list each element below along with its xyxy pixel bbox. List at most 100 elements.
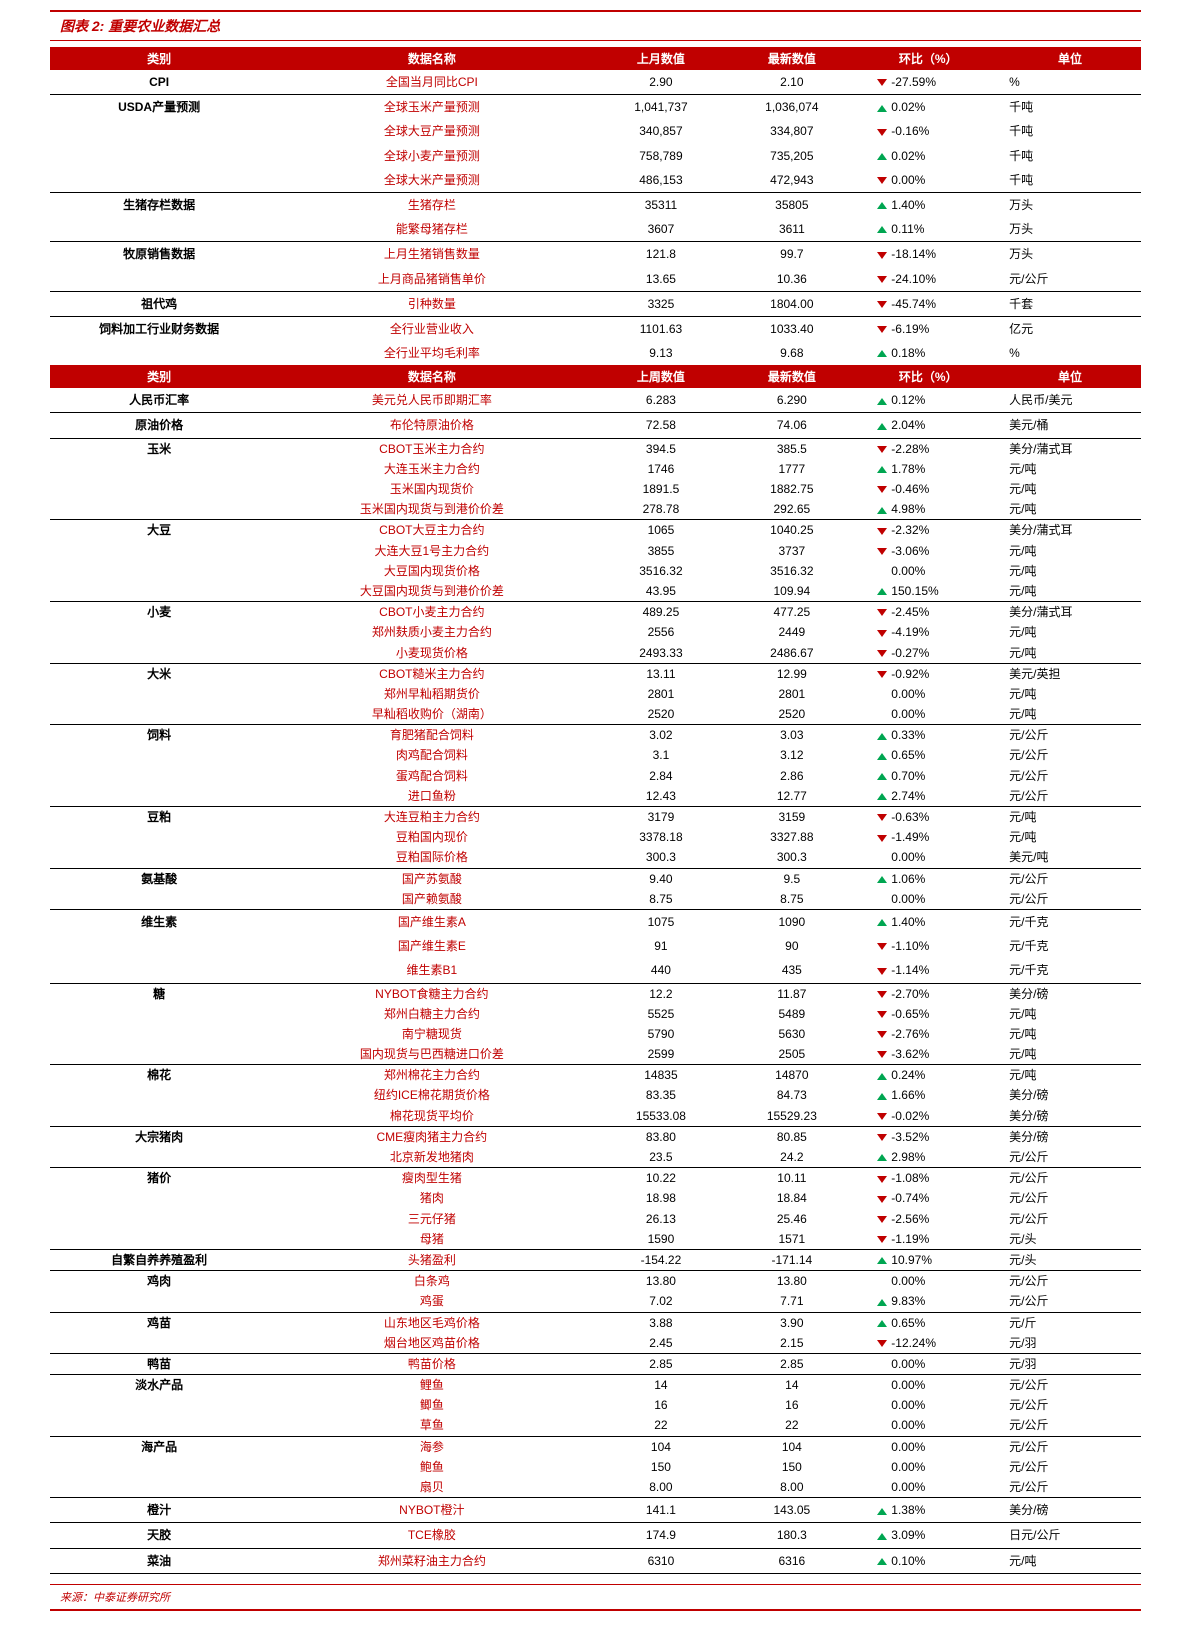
cell-latest: 2505: [726, 1044, 857, 1065]
cell-latest: 15529.23: [726, 1106, 857, 1127]
cell-category: [50, 622, 268, 642]
change-value: 0.70%: [891, 769, 925, 783]
cell-name: 海参: [268, 1436, 595, 1457]
change-value: 2.04%: [891, 418, 925, 432]
cell-prev: -154.22: [595, 1249, 726, 1270]
change-value: -27.59%: [891, 75, 936, 89]
table-row: 全球大米产量预测486,153472,9430.00%千吨: [50, 168, 1141, 193]
cell-change: 0.00%: [857, 1395, 999, 1415]
cell-name: 大连大豆1号主力合约: [268, 541, 595, 561]
cell-category: [50, 561, 268, 581]
change-value: 0.00%: [891, 1440, 925, 1454]
cell-category: 淡水产品: [50, 1375, 268, 1396]
cell-change: 0.00%: [857, 168, 999, 193]
change-value: 10.97%: [891, 1253, 932, 1267]
cell-latest: 90: [726, 934, 857, 958]
cell-latest: 80.85: [726, 1126, 857, 1147]
triangle-down-icon: [877, 446, 887, 453]
triangle-up-icon: [877, 202, 887, 209]
triangle-up-icon: [877, 423, 887, 430]
cell-latest: 3516.32: [726, 561, 857, 581]
cell-name: 母猪: [268, 1229, 595, 1250]
cell-change: -2.70%: [857, 983, 999, 1004]
cell-category: 橙汁: [50, 1498, 268, 1523]
cell-latest: 10.36: [726, 267, 857, 292]
cell-latest: 1090: [726, 909, 857, 934]
cell-latest: 2.10: [726, 70, 857, 95]
change-value: 3.09%: [891, 1528, 925, 1542]
cell-name: 国产维生素A: [268, 909, 595, 934]
triangle-up-icon: [877, 1533, 887, 1540]
cell-category: 饲料: [50, 725, 268, 746]
cell-name: CBOT玉米主力合约: [268, 438, 595, 459]
cell-unit: 元/吨: [999, 807, 1141, 828]
table-row: 上月商品猪销售单价13.6510.36-24.10%元/公斤: [50, 267, 1141, 292]
cell-change: -0.74%: [857, 1188, 999, 1208]
table-row: 北京新发地猪肉23.524.22.98%元/公斤: [50, 1147, 1141, 1168]
cell-prev: 1,041,737: [595, 95, 726, 120]
cell-category: 大宗猪肉: [50, 1126, 268, 1147]
triangle-down-icon: [877, 1031, 887, 1038]
cell-name: 鲤鱼: [268, 1375, 595, 1396]
cell-prev: 14835: [595, 1065, 726, 1086]
table-row: 猪价瘦肉型生猪10.2210.11-1.08%元/公斤: [50, 1168, 1141, 1189]
cell-change: -2.76%: [857, 1024, 999, 1044]
cell-prev: 440: [595, 958, 726, 983]
cell-change: 0.00%: [857, 561, 999, 581]
cell-category: 鸡苗: [50, 1312, 268, 1333]
cell-latest: 99.7: [726, 242, 857, 267]
cell-prev: 3607: [595, 217, 726, 242]
cell-change: 2.98%: [857, 1147, 999, 1168]
cell-prev: 2520: [595, 704, 726, 725]
cell-prev: 10.22: [595, 1168, 726, 1189]
table-row: 猪肉18.9818.84-0.74%元/公斤: [50, 1188, 1141, 1208]
cell-name: 郑州棉花主力合约: [268, 1065, 595, 1086]
cell-category: [50, 1477, 268, 1498]
cell-category: [50, 459, 268, 479]
triangle-down-icon: [877, 177, 887, 184]
cell-latest: 12.99: [726, 663, 857, 684]
table-row: 饲料育肥猪配合饲料3.023.030.33%元/公斤: [50, 725, 1141, 746]
cell-latest: 3.90: [726, 1312, 857, 1333]
cell-category: 猪价: [50, 1168, 268, 1189]
cell-change: -12.24%: [857, 1333, 999, 1354]
cell-prev: 141.1: [595, 1498, 726, 1523]
cell-name: TCE橡胶: [268, 1523, 595, 1548]
cell-unit: 元/公斤: [999, 1375, 1141, 1396]
cell-name: 国产维生素E: [268, 934, 595, 958]
cell-change: 2.74%: [857, 786, 999, 807]
triangle-down-icon: [877, 1134, 887, 1141]
cell-unit: 美分/磅: [999, 1126, 1141, 1147]
cell-prev: 12.2: [595, 983, 726, 1004]
cell-prev: 3.88: [595, 1312, 726, 1333]
cell-unit: 美分/蒲式耳: [999, 438, 1141, 459]
col-name: 数据名称: [268, 47, 595, 70]
col-change: 环比（%）: [857, 47, 999, 70]
cell-change: 0.00%: [857, 1415, 999, 1436]
table-row: USDA产量预测全球玉米产量预测1,041,7371,036,0740.02%千…: [50, 95, 1141, 120]
cell-prev: 340,857: [595, 119, 726, 143]
cell-unit: 元/头: [999, 1249, 1141, 1270]
change-value: -1.08%: [891, 1171, 929, 1185]
table-row: 自繁自养养殖盈利头猪盈利-154.22-171.1410.97%元/头: [50, 1249, 1141, 1270]
cell-prev: 121.8: [595, 242, 726, 267]
triangle-down-icon: [877, 814, 887, 821]
table-row: 海产品海参1041040.00%元/公斤: [50, 1436, 1141, 1457]
cell-latest: 2.86: [726, 766, 857, 786]
triangle-up-icon: [877, 153, 887, 160]
triangle-down-icon: [877, 630, 887, 637]
cell-latest: 13.80: [726, 1271, 857, 1292]
cell-category: 豆粕: [50, 807, 268, 828]
table-row: 纽约ICE棉花期货价格83.3584.731.66%美分/磅: [50, 1085, 1141, 1105]
triangle-down-icon: [877, 548, 887, 555]
cell-latest: 16: [726, 1395, 857, 1415]
cell-name: 鲫鱼: [268, 1395, 595, 1415]
cell-category: [50, 499, 268, 520]
cell-category: 生猪存栏数据: [50, 192, 268, 217]
triangle-up-icon: [877, 1320, 887, 1327]
triangle-down-icon: [877, 528, 887, 535]
change-value: -2.32%: [891, 523, 929, 537]
cell-latest: 1040.25: [726, 520, 857, 541]
table-row: 全球小麦产量预测758,789735,2050.02%千吨: [50, 144, 1141, 168]
cell-prev: 43.95: [595, 581, 726, 602]
